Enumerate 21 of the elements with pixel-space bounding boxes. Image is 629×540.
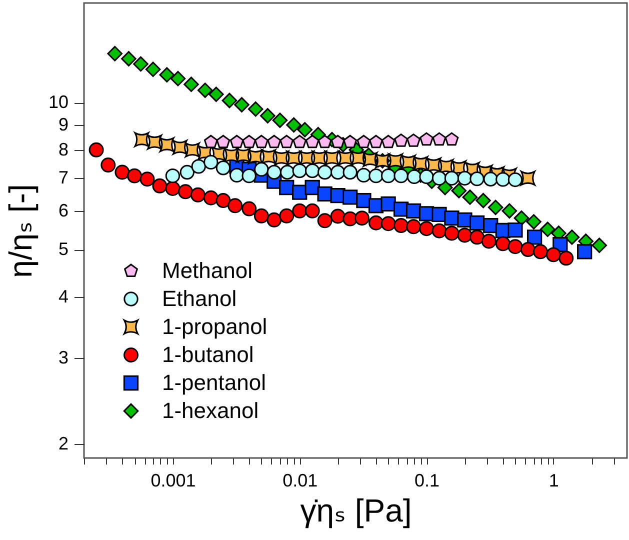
y-tick-label: 10 [48, 92, 68, 112]
legend-label: Ethanol [162, 286, 237, 311]
y-tick-label: 6 [58, 200, 68, 220]
y-tick-label: 5 [58, 239, 68, 260]
y-axis-title: η/ηₛ [-] [2, 184, 38, 278]
x-tick-label: 0.001 [150, 470, 196, 490]
x-tick-label: 0.1 [414, 470, 440, 490]
y-tick-label: 7 [58, 168, 68, 188]
legend-label: 1-hexanol [162, 398, 259, 423]
legend-label: 1-pentanol [162, 370, 266, 395]
legend-label: 1-propanol [162, 314, 268, 339]
y-tick-label: 9 [58, 114, 68, 134]
y-tick-label: 4 [58, 286, 68, 306]
y-tick-label: 3 [58, 347, 68, 368]
x-axis-title: γ̇ηₛ [Pa] [300, 492, 412, 528]
y-tick-label: 2 [58, 433, 68, 454]
legend-label: 1-butanol [162, 342, 254, 367]
x-tick-label: 1 [548, 470, 559, 490]
legend-label: Methanol [162, 258, 253, 283]
y-tick-label: 8 [58, 139, 68, 160]
x-tick-label: 0.01 [282, 470, 318, 490]
